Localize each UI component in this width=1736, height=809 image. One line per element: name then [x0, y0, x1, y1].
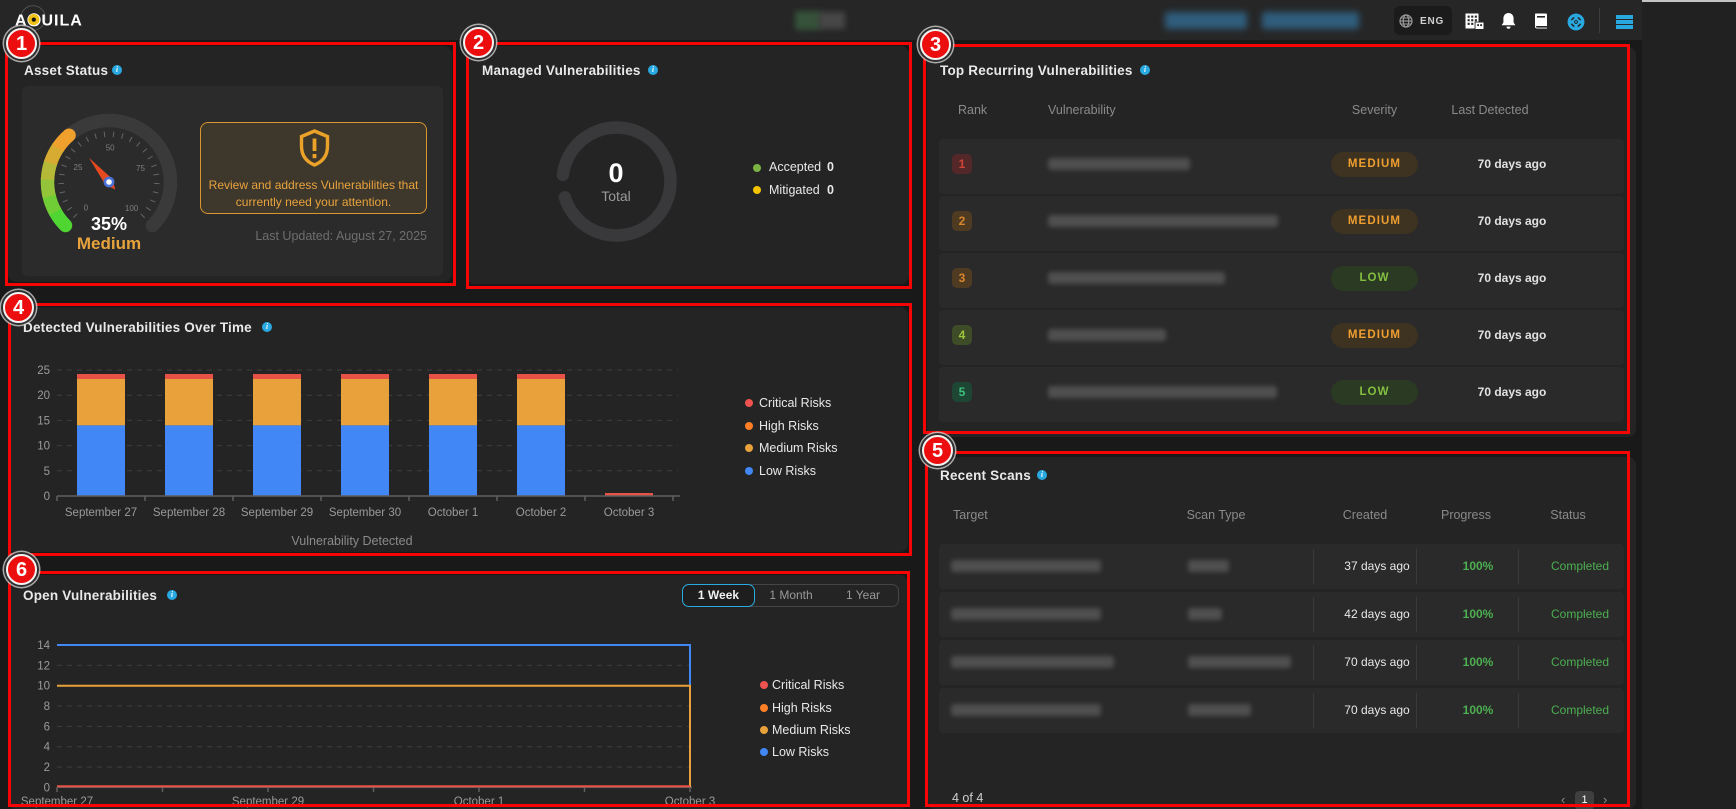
svg-text:Vulnerability Detected: Vulnerability Detected: [291, 534, 412, 548]
svg-text:October 2: October 2: [516, 507, 567, 519]
svg-text:October 3: October 3: [604, 507, 655, 519]
svg-text:September 28: September 28: [153, 507, 225, 519]
svg-text:5: 5: [44, 466, 50, 478]
svg-text:UILA: UILA: [42, 13, 83, 30]
svg-text:75: 75: [136, 164, 145, 173]
svg-text:25: 25: [37, 365, 50, 377]
svg-text:September 29: September 29: [241, 507, 313, 519]
svg-text:6: 6: [44, 721, 50, 733]
svg-text:100: 100: [125, 204, 139, 213]
svg-text:0: 0: [84, 204, 89, 213]
svg-text:September 30: September 30: [329, 507, 401, 519]
svg-text:September 27: September 27: [65, 507, 137, 519]
svg-text:14: 14: [37, 640, 50, 652]
svg-text:20: 20: [37, 390, 50, 402]
svg-text:12: 12: [37, 660, 50, 672]
svg-text:10: 10: [37, 681, 50, 693]
svg-text:October 1: October 1: [428, 507, 479, 519]
svg-text:25: 25: [74, 163, 83, 172]
svg-text:10: 10: [37, 441, 50, 453]
svg-text:15: 15: [37, 415, 50, 427]
svg-text:A: A: [15, 13, 28, 30]
svg-text:0: 0: [44, 782, 50, 794]
svg-text:2: 2: [44, 762, 50, 774]
svg-text:8: 8: [44, 701, 50, 713]
svg-text:0: 0: [44, 491, 50, 503]
svg-text:50: 50: [106, 144, 115, 153]
svg-text:4: 4: [44, 742, 51, 754]
